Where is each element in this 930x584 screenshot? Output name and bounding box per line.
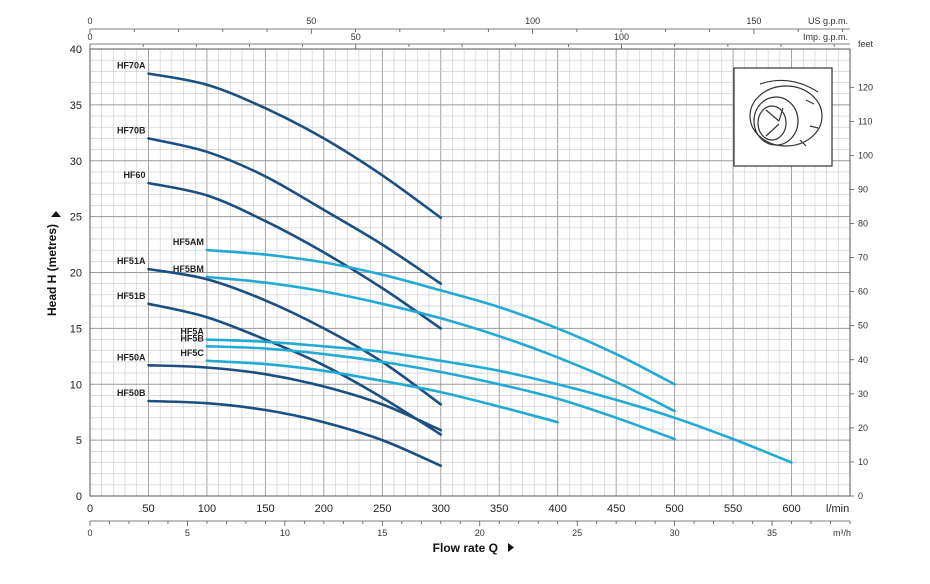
pump-thumbnail xyxy=(733,67,833,167)
series-label-hf50b: HF50B xyxy=(117,388,146,398)
series-line-hf70a xyxy=(147,72,443,219)
right-tick-label: 0 xyxy=(858,491,863,501)
x-tick-label: 150 xyxy=(256,503,274,515)
x-tick-label: 600 xyxy=(782,503,800,515)
x-tick-label: 100 xyxy=(198,503,216,515)
x-axis-m3h: 0 5 10 15 20 25 30 35 m³/h xyxy=(87,520,851,538)
series-line-hf5a xyxy=(205,338,793,464)
series-line-hf60 xyxy=(147,181,443,330)
y-tick-label: 30 xyxy=(70,156,82,168)
series-label-hf70b: HF70B xyxy=(117,125,146,135)
series-label-hf51a: HF51A xyxy=(117,256,146,266)
top-tick-label: 0 xyxy=(87,32,92,42)
series-line-hf51a xyxy=(147,267,443,406)
series-label-hf5bm: HF5BM xyxy=(173,264,204,274)
x-tick-label: 350 xyxy=(490,503,508,515)
y-tick-label: 15 xyxy=(70,323,82,335)
m3h-tick-label: 35 xyxy=(767,528,777,538)
x-tick-label: 50 xyxy=(142,503,154,515)
top-axis-unit: US g.p.m. xyxy=(808,16,848,26)
series-label-hf70a: HF70A xyxy=(117,61,146,71)
series-label-hf5am: HF5AM xyxy=(173,237,204,247)
right-axis-unit: feet xyxy=(858,39,874,49)
y-axis-arrow-icon xyxy=(51,211,61,217)
series-labels: HF70A HF70B HF60 HF51A HF51B HF50A HF50B HF5AM H… xyxy=(117,61,204,398)
series-lines xyxy=(147,72,793,468)
top-tick-label: 100 xyxy=(525,16,540,26)
top-tick-label: 50 xyxy=(351,32,361,42)
series-label-hf5c: HF5C xyxy=(180,348,204,358)
x-tick-label: 250 xyxy=(373,503,391,515)
right-tick-label: 120 xyxy=(858,82,873,92)
x-axis-title: Flow rate Q xyxy=(433,541,498,555)
x-tick-label: 200 xyxy=(315,503,333,515)
y-tick-label: 25 xyxy=(70,212,82,224)
right-tick-label: 10 xyxy=(858,457,868,467)
x-tick-label: 300 xyxy=(432,503,450,515)
y-axis-left: 0 5 10 15 20 25 30 35 40 xyxy=(70,44,82,503)
right-tick-label: 20 xyxy=(858,423,868,433)
right-tick-label: 90 xyxy=(858,184,868,194)
x-axis-lmin: 0 50 100 150 200 250 300 350 400 450 500 550 600 xyxy=(87,503,801,515)
m3h-tick-label: 5 xyxy=(185,528,190,538)
right-tick-label: 30 xyxy=(858,389,868,399)
y-tick-label: 20 xyxy=(70,268,82,280)
x-tick-label: 500 xyxy=(665,503,683,515)
top-tick-label: 50 xyxy=(306,16,316,26)
series-label-hf5b: HF5B xyxy=(180,333,204,343)
series-line-hf50b xyxy=(147,399,443,468)
m3h-tick-label: 20 xyxy=(475,528,485,538)
series-line-hf5bm xyxy=(205,275,676,413)
y-tick-label: 40 xyxy=(70,44,82,56)
top-tick-label: 100 xyxy=(614,32,629,42)
x-axis-arrow-icon xyxy=(508,543,514,552)
thumbnail-frame xyxy=(733,67,833,167)
right-tick-label: 110 xyxy=(858,116,872,126)
y-axis-title: Head H (metres) xyxy=(45,224,59,316)
y-tick-label: 0 xyxy=(76,491,82,503)
series-line-hf5c xyxy=(205,359,559,424)
series-label-hf5a: HF5A xyxy=(180,327,204,337)
top-axis-unit: Imp. g.p.m. xyxy=(803,32,848,42)
m3h-tick-label: 25 xyxy=(572,528,582,538)
x-axis-unit: l/min xyxy=(826,503,849,515)
m3h-tick-label: 30 xyxy=(670,528,680,538)
series-line-hf70b xyxy=(147,137,443,285)
x-tick-label: 550 xyxy=(724,503,742,515)
series-line-hf51b xyxy=(147,302,443,436)
right-tick-label: 40 xyxy=(858,355,868,365)
top-axes: 0 50 100 150 US g.p.m. 0 50 100 Imp. g.p.m. xyxy=(87,16,850,49)
y-tick-label: 10 xyxy=(70,379,82,391)
series-label-hf50a: HF50A xyxy=(117,352,146,362)
series-line-hf5b xyxy=(205,345,676,441)
top-tick-label: 150 xyxy=(746,16,761,26)
m3h-axis-unit: m³/h xyxy=(833,528,851,538)
series-label-hf51b: HF51B xyxy=(117,291,146,301)
series-line-hf5am xyxy=(205,248,676,386)
x-tick-label: 450 xyxy=(607,503,625,515)
m3h-tick-label: 0 xyxy=(87,528,92,538)
y-axis-right-feet: 0 10 20 30 40 50 60 70 80 90 100 110 120 xyxy=(850,82,873,501)
series-label-hf60: HF60 xyxy=(123,170,145,180)
right-tick-label: 100 xyxy=(858,150,873,160)
pump-housing-icon xyxy=(749,79,823,147)
right-tick-label: 50 xyxy=(858,321,868,331)
right-tick-label: 70 xyxy=(858,253,868,263)
x-tick-label: 0 xyxy=(87,503,93,515)
right-tick-label: 60 xyxy=(858,287,868,297)
y-tick-label: 5 xyxy=(76,435,82,447)
m3h-tick-label: 15 xyxy=(377,528,387,538)
y-tick-label: 35 xyxy=(70,100,82,112)
x-tick-label: 400 xyxy=(549,503,567,515)
m3h-tick-label: 10 xyxy=(280,528,290,538)
plot-frame xyxy=(89,48,851,497)
series-line-hf50a xyxy=(147,364,443,432)
top-tick-label: 0 xyxy=(87,16,92,26)
right-tick-label: 80 xyxy=(858,219,868,229)
